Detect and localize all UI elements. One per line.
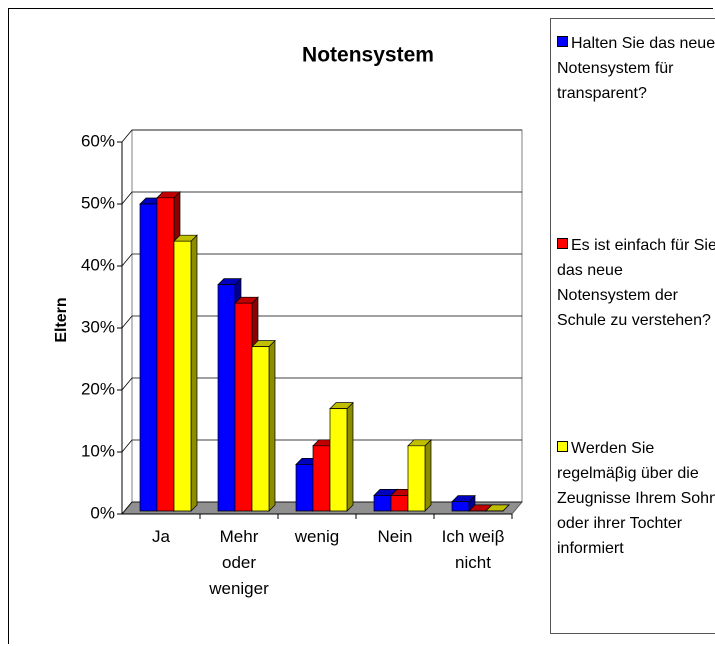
x-tick-label: Nein [377, 527, 413, 546]
bar [329, 401, 354, 512]
side-grid [121, 377, 133, 391]
bar [485, 504, 510, 512]
side-grid [121, 439, 133, 453]
y-axis-label: Eltern [53, 297, 70, 342]
y-tick-label: 30% [81, 317, 115, 336]
side-grid [121, 129, 133, 143]
legend: Halten Sie das neue Notensystem für tran… [550, 18, 715, 634]
legend-swatch [557, 441, 568, 452]
side-grid [121, 501, 133, 515]
y-tick-label: 20% [81, 379, 115, 398]
bar [173, 234, 198, 512]
x-tick-label: Mehr oder weniger [209, 527, 269, 598]
legend-swatch [557, 36, 568, 47]
y-tick-label: 60% [81, 131, 115, 150]
side-grid [121, 253, 133, 267]
legend-entry: Halten Sie das neue Notensystem für tran… [557, 31, 715, 106]
legend-swatch [557, 238, 568, 249]
chart-title: Notensystem [302, 44, 434, 67]
side-grid [121, 191, 133, 205]
y-tick-label: 40% [81, 255, 115, 274]
x-tick-label: Ja [152, 527, 170, 546]
x-tick-label: wenig [294, 527, 340, 546]
bar [251, 339, 276, 512]
y-tick-label: 0% [90, 503, 115, 522]
legend-label: Es ist einfach für Sie das neue Notensys… [557, 237, 715, 329]
x-tick-label: Ich weiβ nicht [441, 527, 505, 572]
legend-entry: Es ist einfach für Sie das neue Notensys… [557, 233, 715, 333]
bar [407, 438, 432, 512]
bar [451, 494, 476, 512]
y-tick-label: 50% [81, 193, 115, 212]
legend-label: Halten Sie das neue Notensystem für tran… [557, 35, 715, 102]
legend-label: Werden Sie regelmäβig über die Zeugnisse… [557, 440, 715, 557]
legend-entry: Werden Sie regelmäβig über die Zeugnisse… [557, 436, 715, 561]
side-grid [121, 315, 133, 329]
y-tick-label: 10% [81, 441, 115, 460]
frame [8, 8, 713, 644]
